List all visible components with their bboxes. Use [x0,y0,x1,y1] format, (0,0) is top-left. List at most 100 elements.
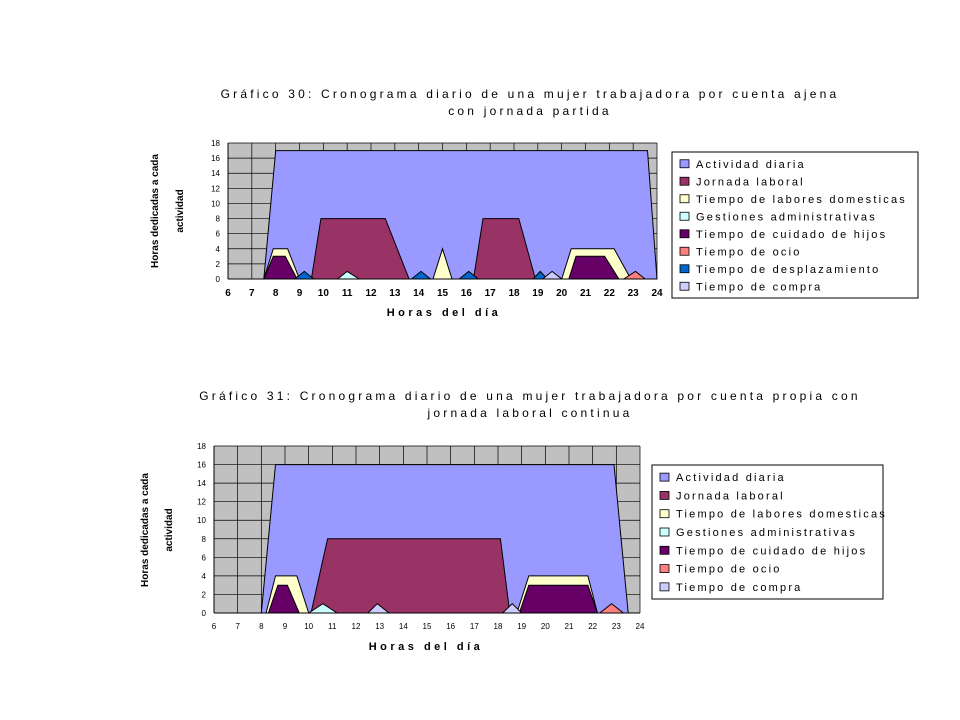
legend-swatch [679,229,690,239]
x-tick-label: 20 [541,622,550,631]
x-tick-label: 16 [446,622,455,631]
legend-swatch [679,264,690,274]
x-tick-label: 18 [494,622,503,631]
legend-swatch [659,472,670,482]
y-tick-label: 8 [202,535,207,544]
legend-box [671,151,919,299]
legend-label: Jornada laboral [696,176,805,188]
x-tick-label: 12 [365,288,377,299]
legend-swatch [659,545,670,555]
y-tick-label: 8 [216,215,221,224]
y-tick-label: 14 [197,479,206,488]
x-tick-label: 17 [470,622,479,631]
x-tick-label: 11 [328,622,337,631]
chart-title-line-1: Gráfico 30: Cronograma diario de una muj… [220,87,840,101]
x-tick-label: 18 [508,288,520,299]
series-area-jornada-laboral [310,538,511,614]
x-tick-label: 23 [612,622,621,631]
x-tick-label: 13 [389,288,401,299]
x-tick-label: 12 [352,622,361,631]
x-tick-label: 9 [297,288,303,299]
legend-swatch [659,527,670,537]
legend-label: Tiempo de desplazamiento [696,264,880,276]
x-tick-label: 22 [588,622,597,631]
x-tick-label: 21 [565,622,574,631]
x-tick-label: 19 [532,288,544,299]
chart-title-line-2: jornada laboral continua [427,406,633,420]
y-tick-label: 0 [202,609,207,618]
legend-swatch [679,211,690,221]
y-axis-label-line-2: actividad [164,508,175,551]
legend-label: Tiempo de ocio [696,246,802,258]
y-tick-label: 18 [211,139,220,148]
y-tick-label: 12 [211,184,220,193]
x-tick-label: 17 [485,288,497,299]
chart-title-line-1: Gráfico 31: Cronograma diario de una muj… [199,389,861,403]
y-tick-label: 10 [211,199,220,208]
legend-box [651,464,884,600]
legend-swatch [659,582,670,592]
y-tick-label: 4 [216,245,221,254]
x-tick-label: 10 [304,622,313,631]
x-tick-label: 19 [517,622,526,631]
x-axis-label: Horas del día [387,307,502,319]
y-tick-label: 10 [197,516,206,525]
chart-title-line-2: con jornada partida [448,104,612,118]
y-tick-label: 12 [197,498,206,507]
x-tick-label: 22 [604,288,616,299]
y-tick-label: 2 [202,590,207,599]
y-axis-label-line-2: actividad [175,189,186,232]
legend-label: Gestiones administrativas [696,211,877,223]
legend-swatch [679,159,690,169]
x-tick-label: 11 [342,288,353,299]
legend-label: Tiempo de labores domesticas [676,509,887,521]
x-tick-label: 20 [556,288,568,299]
legend-swatch [679,246,690,256]
x-axis-label: Horas del día [369,641,484,653]
chart-title: Gráfico 30: Cronograma diario de una muj… [180,86,880,120]
legend-label: Actividad diaria [696,159,806,171]
x-tick-label: 7 [249,288,255,299]
y-tick-label: 16 [197,461,206,470]
legend-swatch [679,194,690,204]
legend-swatch [679,176,690,186]
y-axis-label-line-1: Horas dedicadas a cada [150,154,161,268]
x-tick-label: 8 [259,622,264,631]
x-tick-label: 8 [273,288,279,299]
y-tick-label: 6 [216,230,221,239]
chart-30: Gráfico 30: Cronograma diario de una muj… [150,86,919,319]
y-tick-label: 14 [211,169,220,178]
x-tick-label: 21 [580,288,592,299]
y-tick-label: 6 [202,553,207,562]
legend-label: Tiempo de cuidado de hijos [676,545,867,557]
x-tick-label: 14 [399,622,408,631]
y-tick-label: 0 [216,275,221,284]
y-tick-label: 18 [197,442,206,451]
x-tick-label: 24 [651,288,663,299]
y-tick-label: 4 [202,572,207,581]
y-axis-label-line-1: Horas dedicadas a cada [140,473,151,587]
x-tick-label: 13 [375,622,384,631]
x-tick-label: 9 [283,622,288,631]
legend-label: Gestiones administrativas [676,527,857,539]
chart-title: Gráfico 31: Cronograma diario de una muj… [180,388,880,422]
legend-label: Jornada laboral [676,490,785,502]
legend-label: Actividad diaria [676,472,786,484]
x-tick-label: 6 [212,622,217,631]
x-tick-label: 23 [628,288,640,299]
legend-swatch [659,491,670,500]
y-tick-label: 16 [211,154,220,163]
legend-swatch [659,564,670,573]
legend-label: Tiempo de ocio [676,564,782,576]
x-tick-label: 15 [437,288,449,299]
x-tick-label: 16 [461,288,473,299]
x-tick-label: 7 [235,622,240,631]
legend-swatch [679,281,690,291]
legend-swatch [659,509,670,519]
legend-label: Tiempo de cuidado de hijos [696,229,887,241]
x-tick-label: 10 [318,288,330,299]
y-tick-label: 2 [216,260,221,269]
